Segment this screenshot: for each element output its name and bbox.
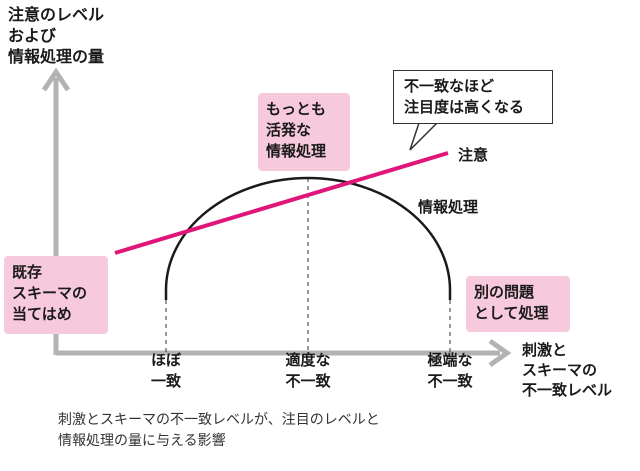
schema-application-box: 既存 スキーマの 当てはめ — [4, 256, 108, 334]
separate-problem-box: 別の問題 として処理 — [466, 276, 570, 332]
y-axis-arrowhead — [41, 67, 71, 92]
callout-box: 不一致なほど 注目度は高くなる — [393, 70, 553, 124]
peak-processing-box: もっとも 活発な 情報処理 — [258, 93, 350, 171]
x-tick-extreme-mismatch: 極端な 不一致 — [427, 351, 473, 390]
x-tick-moderate-mismatch: 適度な 不一致 — [285, 351, 331, 390]
information-processing-curve — [164, 176, 452, 300]
x-axis-arrowhead — [488, 338, 512, 368]
attention-line — [114, 151, 449, 255]
callout-pointer — [409, 119, 441, 151]
y-axis-label: 注意のレベル および 情報処理の量 — [8, 5, 105, 66]
attention-label: 注意 — [458, 146, 489, 164]
processing-label: 情報処理 — [418, 198, 479, 216]
figure-caption: 刺激とスキーマの不一致レベルが、注目のレベルと 情報処理の量に与える影響 — [58, 412, 380, 449]
x-tick-near-match: ほぼ 一致 — [150, 351, 181, 390]
x-axis-label: 刺激と スキーマの 不一致レベル — [522, 341, 613, 399]
